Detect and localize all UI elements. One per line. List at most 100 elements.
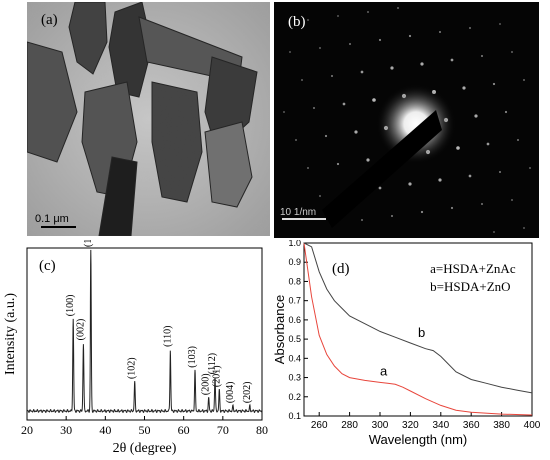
diffraction-spot [360, 70, 364, 74]
y-tick-label: 0.5 [288, 334, 301, 344]
xrd-pattern-line [26, 249, 263, 414]
tem-image-panel: (a) 0.1 μm [27, 2, 270, 236]
x-tick-label: 20 [21, 423, 33, 437]
x-tick-label: 400 [524, 420, 541, 431]
diffraction-spot [456, 146, 460, 150]
y-axis-title: Intensity (a.u.) [3, 293, 18, 375]
x-tick-label: 80 [256, 423, 268, 437]
diffraction-spot [499, 171, 501, 173]
beam-stop [322, 110, 442, 228]
x-axis-title: Wavelength (nm) [369, 432, 468, 447]
x-tick-label: 40 [99, 423, 111, 437]
diffraction-spot [493, 231, 495, 233]
peak-label: (004) [225, 381, 236, 403]
diffraction-spot [499, 23, 501, 25]
y-tick-label: 0.8 [288, 276, 301, 286]
y-axis-title: Absorbance [272, 295, 287, 364]
diffraction-spot [517, 139, 519, 141]
scale-bar [282, 218, 326, 220]
panel-d-label: (d) [332, 261, 350, 277]
y-tick-label: 0.2 [288, 392, 301, 402]
absorbance-chart: 260 280 300 320 340 360 380 400 0.1 0.2 0.3 0.4 0.5 0… [272, 240, 550, 460]
peak-label: (202) [242, 381, 253, 403]
x-axis-title: 2θ (degree) [113, 441, 177, 456]
diffraction-spot [336, 162, 340, 166]
diffraction-spot [438, 178, 442, 182]
diffraction-spot [397, 7, 399, 9]
diffraction-spot [342, 102, 346, 106]
plot-frame [303, 242, 533, 417]
diffraction-spot [462, 86, 466, 90]
diffraction-spot [529, 167, 531, 169]
peak-label: (002) [75, 319, 86, 341]
diffraction-spot [372, 98, 376, 102]
diffraction-spot [319, 195, 321, 197]
y-tick-label: 0.7 [288, 296, 301, 306]
diffraction-spot [511, 51, 513, 53]
x-tick-label: 30 [60, 423, 72, 437]
series-label: b [418, 325, 425, 340]
diffraction-spot [349, 43, 351, 45]
peak-label: (101) [83, 240, 94, 247]
y-tick-label: 0.6 [288, 315, 301, 325]
diffraction-spot [480, 54, 484, 58]
scale-bar-label: 10 1/nm [280, 207, 316, 218]
absorbance-plot: 260 280 300 320 340 360 380 400 0.1 0.2 0.3 0.4 0.5 0… [272, 240, 541, 447]
diffraction-spot [450, 58, 454, 62]
x-tick-label: 70 [217, 423, 229, 437]
series-b-line [303, 242, 533, 394]
diffraction-spot [307, 19, 309, 21]
diffraction-spot [361, 219, 363, 221]
diffraction-spot [492, 82, 496, 86]
diffraction-spot [420, 210, 424, 214]
x-tick-label: 320 [402, 420, 419, 431]
x-tick-label: 380 [493, 420, 510, 431]
y-tick-label: 0.3 [288, 373, 301, 383]
legend-entry-a: a=HSDA+ZnAc [430, 261, 516, 276]
peak-label: (102) [127, 357, 138, 379]
diffraction-spot [313, 107, 315, 109]
legend-entry-b: b=HSDA+ZnO [430, 279, 510, 294]
diffraction-spot [331, 75, 333, 77]
y-tick-label: 0.4 [288, 353, 301, 363]
diffraction-spot [511, 199, 513, 201]
peak-label: (201) [211, 365, 222, 387]
diffraction-spot [420, 62, 424, 66]
diffraction-panel: (b) 10 1/nm [274, 2, 539, 238]
xrd-chart: 20 30 40 50 60 70 80 (100) (002) (101) (102) (110)… [0, 240, 275, 460]
peak-label: (110) [162, 326, 173, 347]
diffraction-spot [319, 47, 321, 49]
saed-pattern: (b) 10 1/nm [274, 2, 539, 238]
peak-label: (100) [65, 295, 76, 317]
diffraction-spot [307, 167, 309, 169]
diffraction-spot [289, 51, 291, 53]
diffraction-spot [438, 30, 442, 34]
y-tick-label: 0.9 [288, 257, 301, 267]
panel-a-label: (a) [41, 12, 58, 28]
xrd-plot: 20 30 40 50 60 70 80 (100) (002) (101) (102) (110)… [3, 240, 268, 456]
diffraction-spot [474, 114, 478, 118]
peak-label: (200) [201, 373, 212, 395]
diffraction-spot [450, 206, 454, 210]
panel-b-label: (b) [288, 14, 306, 30]
diffraction-spot [523, 227, 525, 229]
diffraction-spot [301, 79, 303, 81]
x-tick-label: 260 [311, 420, 328, 431]
peak-label: (103) [187, 346, 198, 368]
diffraction-spot [366, 158, 370, 162]
x-tick-label: 280 [341, 420, 358, 431]
diffraction-spot [469, 27, 471, 29]
diffraction-spot [504, 110, 508, 114]
diffraction-spot [390, 214, 394, 218]
tem-micrograph: (a) 0.1 μm [27, 2, 270, 236]
x-tick-label: 340 [432, 420, 449, 431]
diffraction-spot [337, 15, 339, 17]
central-beam [376, 84, 456, 164]
y-tick-label: 0.1 [288, 411, 301, 421]
series-label: a [380, 364, 388, 379]
diffraction-spot [408, 182, 412, 186]
diffraction-spot [378, 38, 382, 42]
diffraction-spot [324, 134, 328, 138]
diffraction-spot [354, 130, 358, 134]
diffraction-spot [283, 111, 285, 113]
